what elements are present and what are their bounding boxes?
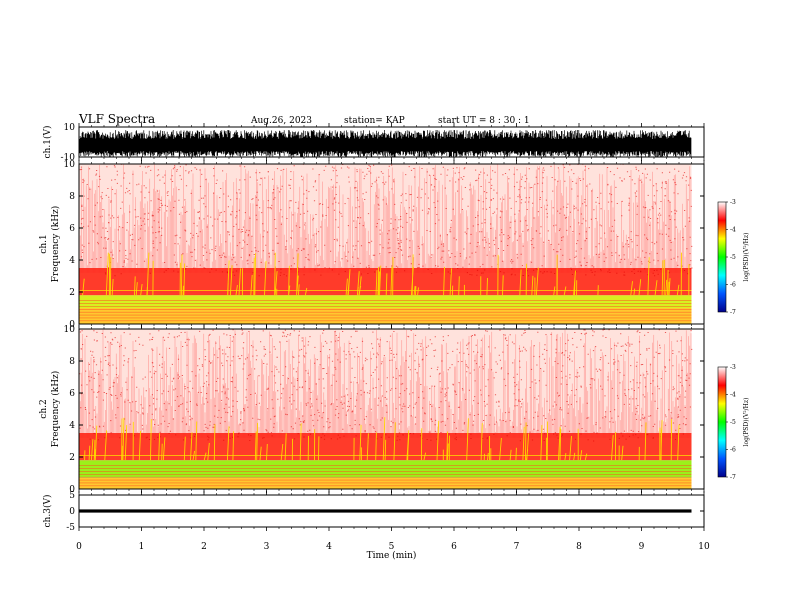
ch1-spectrogram-speckle [79,163,693,277]
figure-title: VLF Spectra [78,112,155,126]
ch1-spectrogram-band [79,295,692,308]
ch2-spectrogram-frame [78,328,705,490]
ch2-spectrogram-ytick-label: 8 [69,357,75,367]
ch1-spectrogram-ytick-label: 10 [64,160,76,170]
ch2-spectrogram-speckle [79,328,693,442]
ch1-spectrogram-band [79,164,692,268]
x-tick-label: 7 [514,542,520,552]
x-tick-label: 1 [139,542,145,552]
ch1-waveform-line [78,130,692,157]
x-tick-label: 8 [576,542,582,552]
x-axis-label: Time (min) [367,550,417,561]
ch2-spectrogram-cbtick-label: -3 [730,364,736,371]
ch1-spectrogram-cbtick-label: -6 [730,282,736,289]
ch2-spectrogram-ytick-label: 0 [69,485,75,495]
ch1-waveform-trace [78,130,692,157]
ch2-spectrogram-ytick-label: 10 [64,325,76,335]
ch2-spectrogram-ytick-label: 6 [69,389,75,399]
date-label: Aug.26, 2023 [250,116,312,126]
x-tick-label: 4 [326,542,332,552]
ch3-waveform-trace [79,509,692,513]
x-tick-label: 2 [201,542,207,552]
ch1-spectrogram-frame [78,163,705,325]
x-tick-label: 6 [451,542,457,552]
ch1-spectrogram-band [79,308,692,324]
ch1-spectrogram-ytick-label: 6 [69,224,75,234]
ch2-spectrogram-band [79,477,692,489]
ch3-ytick-label: 5 [69,491,75,501]
ch1-spectrogram-cbtick-label: -7 [730,309,736,316]
ch1-spectrogram-colorbar [717,201,727,313]
x-tick-label: 0 [76,542,82,552]
ch1-spectrogram-ytick-label: 4 [69,256,75,266]
ch1-ytick-label: -10 [61,153,76,163]
ch1-spectrogram-cbtick-label: -5 [730,254,736,261]
ch1-spectrogram-ylabel-freq: Frequency (kHz) [50,206,61,283]
ch2-spectrogram-bursts [84,417,680,461]
ch2-spectrogram-cbtick-label: -7 [730,474,736,481]
ch2-spectrogram-colorbar [717,366,727,478]
ch1-spectrogram-ytick-label: 0 [69,320,75,330]
ch1-spectrogram-ylabel-ch: ch.1 [39,234,49,253]
ch2-spectrogram-band [79,329,692,433]
x-tick-label: 3 [264,542,270,552]
ch2-spectrogram-colorbar-label: log(PSD)(V²/Hz) [743,398,750,447]
start-time-label: start UT = 8 : 30 : 1 [438,116,530,126]
ch3-wave-ylabel: ch.3(V) [42,495,53,528]
ch2-spectrogram-ylabel-ch: ch.2 [39,399,49,418]
ch3-ytick-label: 0 [69,507,75,517]
x-tick-label: 9 [639,542,645,552]
ch2-spectrogram-band [79,460,692,478]
ch2-spectrogram-cbtick-label: -4 [730,392,736,399]
ch2-spectrogram-ylabel-freq: Frequency (kHz) [50,371,61,448]
ch2-spectrogram-heatmap [78,328,704,489]
ch2-spectrogram-cbtick-label: -5 [730,419,736,426]
x-tick-label: 5 [389,542,395,552]
ch1-spectrogram-ytick-label: 8 [69,192,75,202]
ch1-spectrogram-colorbar-label: log(PSD)(V²/Hz) [743,233,750,282]
ch2-spectrogram-ytick-label: 4 [69,421,75,431]
ch1-ytick-label: 10 [64,123,76,133]
ch1-wave-ylabel: ch.1(V) [42,126,53,159]
ch2-spectrogram-cbtick-label: -6 [730,447,736,454]
station-label: station= KAP [344,116,405,126]
ch1-spectrogram-cbtick-label: -4 [730,227,736,234]
ch1-waveform-frame [78,126,705,158]
ch1-spectrogram-ytick-label: 2 [69,288,75,298]
x-tick-label: 10 [698,542,710,552]
ch3-ytick-label: -5 [66,523,75,533]
ch2-spectrogram-ytick-label: 2 [69,453,75,463]
ch1-spectrogram-cbtick-label: -3 [730,199,736,206]
ch1-spectrogram-heatmap [78,163,704,324]
